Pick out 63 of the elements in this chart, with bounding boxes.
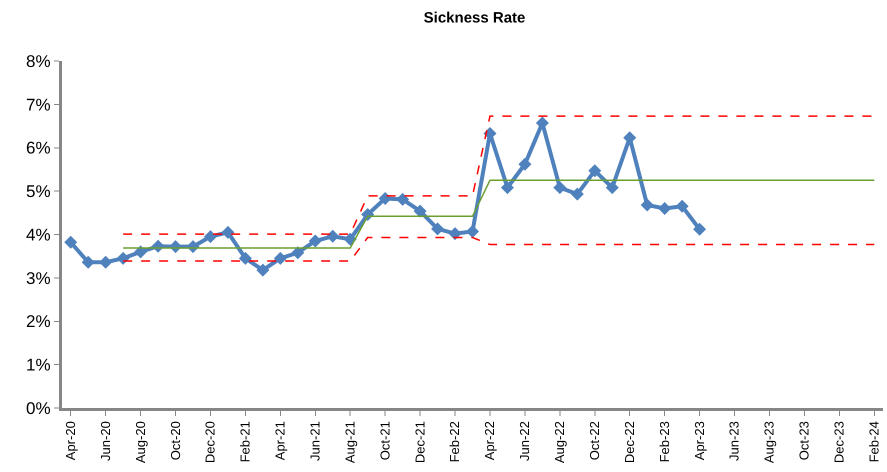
x-tick-label: Dec-22: [622, 421, 637, 464]
point: [676, 200, 689, 213]
x-tick-label: Oct-22: [587, 421, 602, 460]
x-tick-label: Jun-22: [517, 421, 532, 461]
y-tick-label: 5%: [26, 182, 51, 202]
x-tick-label: Dec-20: [202, 421, 218, 464]
point: [274, 252, 287, 265]
point: [606, 181, 619, 194]
point: [658, 202, 672, 215]
point: [238, 252, 252, 265]
point: [553, 181, 566, 194]
point: [221, 226, 234, 239]
x-tick-label: Dec-21: [412, 421, 428, 464]
point: [344, 232, 357, 246]
x-tick-label: Feb-21: [238, 421, 253, 462]
x-tick-label: Dec-23: [832, 421, 847, 464]
point: [256, 264, 270, 277]
point: [99, 256, 112, 269]
y-tick-label: 0%: [26, 398, 51, 418]
x-tick-label: Feb-23: [656, 421, 672, 462]
point: [82, 256, 95, 269]
x-tick-label: Jun-21: [308, 421, 323, 461]
point: [693, 222, 706, 236]
point: [116, 252, 130, 265]
x-tick-label: Oct-20: [168, 421, 183, 460]
x-tick-label: Apr-22: [482, 421, 498, 460]
x-tick-label: Feb-24: [866, 421, 882, 462]
y-tick-label: 4%: [26, 225, 51, 244]
x-tick-label: Oct-23: [796, 421, 812, 460]
x-tick-label: Jun-20: [98, 421, 113, 461]
point: [378, 192, 392, 205]
chart-title: Sickness Rate: [424, 9, 526, 26]
y-tick-label: 3%: [26, 268, 51, 288]
point: [570, 188, 584, 201]
y-tick-label: 1%: [26, 356, 51, 375]
x-tick-label: Aug-23: [762, 421, 777, 464]
point: [414, 204, 427, 218]
point: [466, 224, 479, 238]
point: [308, 234, 322, 248]
point: [396, 192, 410, 206]
point: [640, 198, 654, 212]
x-tick-label: Apr-21: [272, 421, 288, 460]
x-tick-label: Aug-22: [552, 421, 568, 464]
x-tick-label: Aug-20: [132, 421, 148, 464]
point: [588, 164, 602, 178]
point: [448, 227, 462, 240]
y-tick-label: 8%: [26, 52, 51, 71]
point: [64, 236, 78, 249]
x-tick-label: Apr-23: [692, 421, 707, 460]
y-tick-label: 7%: [26, 95, 51, 114]
x-tick-label: Jun-23: [726, 421, 742, 461]
y-tick-label: 6%: [26, 138, 51, 158]
y-tick-label: 2%: [26, 312, 51, 332]
point: [518, 158, 532, 171]
point: [500, 181, 514, 194]
point: [326, 230, 340, 243]
x-tick-label: Aug-21: [342, 421, 358, 464]
point: [431, 222, 444, 236]
x-tick-label: Apr-20: [62, 421, 78, 460]
x-tick-label: Oct-21: [377, 421, 392, 460]
point: [204, 230, 217, 244]
point: [291, 246, 304, 260]
x-tick-label: Feb-22: [447, 421, 462, 462]
